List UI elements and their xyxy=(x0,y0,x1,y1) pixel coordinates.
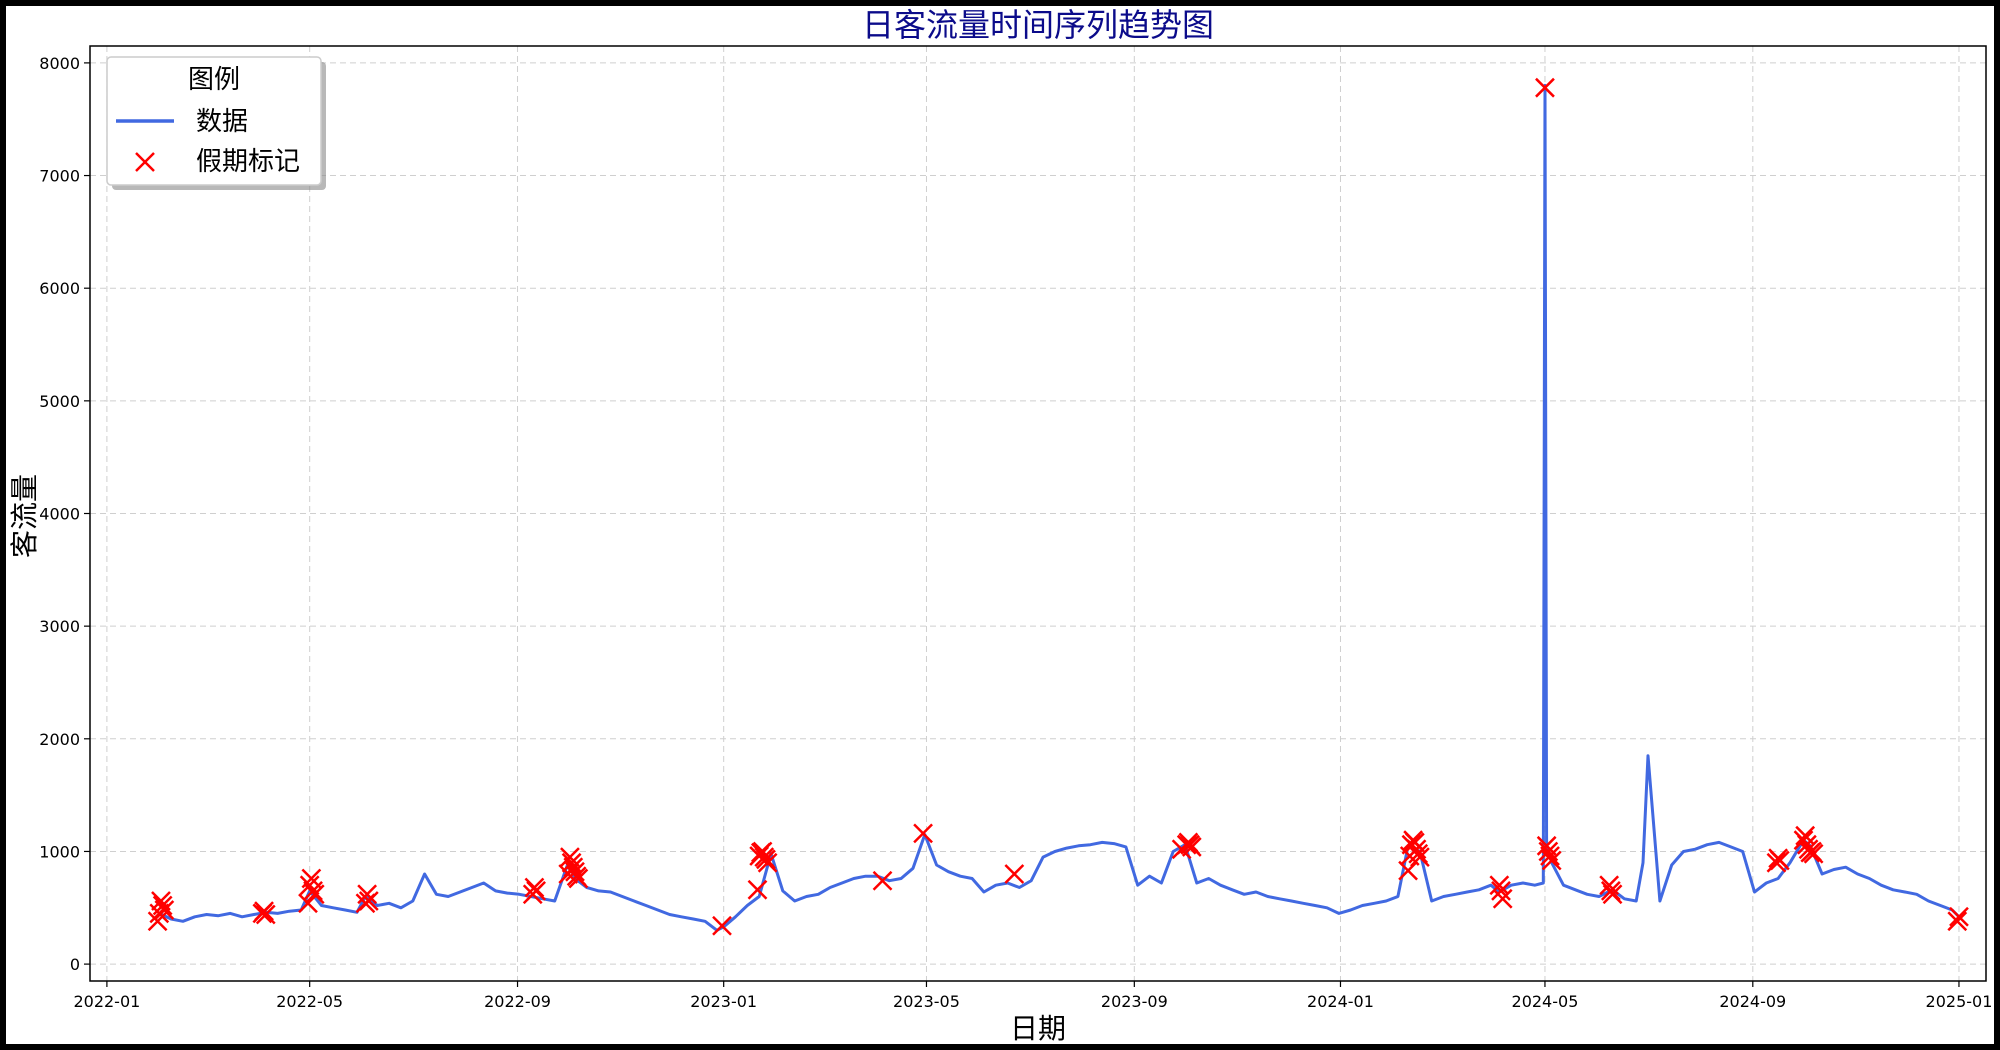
holiday-marker xyxy=(1491,880,1511,901)
x-axis-ticks: 2022-01 2022-05 2022-09 2023-01 2023-05 2023-… xyxy=(73,981,1992,1011)
holiday-marker xyxy=(358,891,379,911)
y-tick-label: 7000 xyxy=(39,167,80,186)
holiday-marker xyxy=(154,900,175,920)
holiday-marker xyxy=(1949,906,1969,927)
holiday-marker xyxy=(1803,843,1824,864)
holiday-marker xyxy=(299,875,320,896)
holiday-marker xyxy=(568,868,589,889)
y-tick-label: 6000 xyxy=(39,279,80,298)
y-tick-label: 3000 xyxy=(39,617,80,636)
holiday-marker xyxy=(747,879,768,900)
holiday-marker xyxy=(1004,864,1025,884)
holiday-marker xyxy=(1489,875,1510,896)
holiday-marker xyxy=(712,915,732,936)
x-axis-label: 日期 xyxy=(1010,1012,1066,1044)
x-tick-label: 2022-05 xyxy=(276,992,343,1011)
chart-title: 日客流量时间序列趋势图 xyxy=(862,6,1214,44)
x-tick-label: 2022-01 xyxy=(73,992,140,1011)
series-line-path xyxy=(158,83,1961,932)
x-tick-label: 2023-09 xyxy=(1101,992,1168,1011)
holiday-marker xyxy=(152,895,173,916)
holiday-marker xyxy=(1410,847,1430,867)
y-tick-label: 1000 xyxy=(39,842,80,861)
holiday-marker xyxy=(1181,837,1202,857)
x-tick-label: 2024-09 xyxy=(1719,992,1786,1011)
legend-entry-data: 数据 xyxy=(196,107,248,137)
legend-box xyxy=(106,56,322,186)
series-line-data xyxy=(158,83,1961,932)
legend: 图例 数据 假期标记 xyxy=(106,56,326,190)
legend-title-text: 图例 xyxy=(188,65,240,95)
y-axis-ticks: 0 1000 2000 3000 4000 5000 6000 7000 8000 xyxy=(39,54,90,974)
y-tick-label: 5000 xyxy=(39,392,80,411)
x-tick-label: 2022-09 xyxy=(484,992,551,1011)
holiday-marker xyxy=(757,852,778,873)
holiday-marker xyxy=(1947,911,1968,932)
holiday-marker xyxy=(565,861,585,882)
holiday-marker xyxy=(1541,850,1562,871)
y-tick-label: 2000 xyxy=(39,730,80,749)
y-tick-label: 8000 xyxy=(39,54,80,73)
holiday-marker xyxy=(255,904,276,925)
series-markers-holiday xyxy=(147,77,1969,936)
y-tick-label: 4000 xyxy=(39,505,80,524)
holiday-marker xyxy=(1492,888,1513,909)
x-tick-label: 2024-05 xyxy=(1512,992,1579,1011)
holiday-marker xyxy=(872,870,893,891)
x-tick-label: 2023-05 xyxy=(893,992,960,1011)
x-tick-label: 2024-01 xyxy=(1307,992,1374,1011)
holiday-marker xyxy=(298,893,318,914)
y-tick-label: 0 xyxy=(70,955,80,974)
holiday-marker xyxy=(1540,846,1560,866)
legend-entry-holiday: 假期标记 xyxy=(196,147,300,177)
holiday-marker xyxy=(1535,77,1555,98)
holiday-marker xyxy=(304,884,325,905)
line-chart: 2022-01 2022-05 2022-09 2023-01 2023-05 2023-… xyxy=(8,6,1992,1044)
chart-frame: 2022-01 2022-05 2022-09 2023-01 2023-05 2023-… xyxy=(6,6,1994,1044)
y-axis-label: 客流量 xyxy=(8,474,41,558)
holiday-marker xyxy=(1769,850,1790,871)
x-tick-label: 2025-01 xyxy=(1926,992,1993,1011)
holiday-marker xyxy=(147,911,168,932)
legend-marker-swatch xyxy=(135,152,155,172)
holiday-marker xyxy=(357,884,378,905)
x-tick-label: 2023-01 xyxy=(690,992,757,1011)
holiday-marker xyxy=(913,823,933,844)
holiday-marker xyxy=(1404,832,1425,853)
holiday-marker xyxy=(1602,884,1623,905)
holiday-marker xyxy=(526,880,547,901)
